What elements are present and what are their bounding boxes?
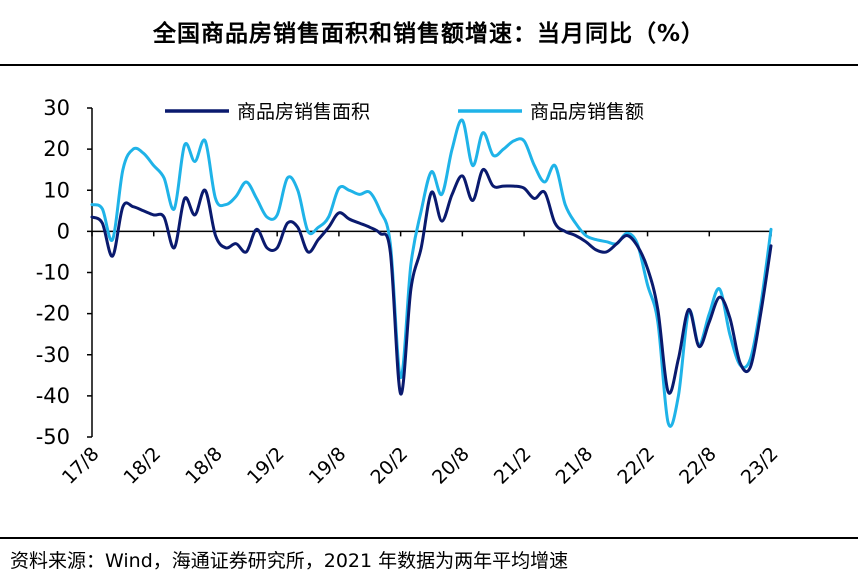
y-tick-label: -40: [36, 384, 70, 408]
x-tick-label: 20/2: [366, 443, 412, 489]
x-tick-label: 20/8: [428, 443, 474, 489]
source-note: 资料来源：Wind，海通证券研究所，2021 年数据为两年平均增速: [10, 550, 569, 572]
y-tick-label: 0: [57, 219, 70, 243]
x-tick-label: 22/8: [675, 443, 721, 489]
x-tick-label: 17/8: [58, 443, 104, 489]
legend-label-amount: 商品房销售额: [530, 101, 644, 123]
x-tick-label: 21/8: [552, 443, 598, 489]
chart-title: 全国商品房销售面积和销售额增速：当月同比（%）: [152, 21, 706, 47]
x-tick-label: 21/2: [490, 443, 536, 489]
y-tick-label: -10: [36, 261, 70, 285]
x-tick-label: 18/8: [181, 443, 227, 489]
top-rule: [0, 64, 858, 66]
y-axis: 30 20 10 0 -10 -20 -30 -40 -50: [36, 96, 93, 449]
series-line-sales-amount: [90, 118, 773, 428]
y-tick-label: 30: [43, 96, 70, 120]
y-tick-label: 20: [43, 137, 70, 161]
legend-label-area: 商品房销售面积: [237, 101, 370, 123]
x-tick-label: 18/2: [120, 443, 166, 489]
y-tick-label: -30: [36, 343, 70, 367]
x-tick-label: 19/2: [243, 443, 289, 489]
x-tick-label: 19/8: [305, 443, 351, 489]
x-tick-label: 22/2: [613, 443, 659, 489]
bottom-rule: [0, 537, 858, 539]
x-axis: 17/8 18/2 18/8 19/2 19/8 20/2 20/8 21/2 21/8 22/2…: [58, 230, 783, 489]
series-line-sales-area: [90, 168, 773, 396]
y-tick-label: -20: [36, 302, 70, 326]
y-tick-label: 10: [43, 178, 70, 202]
legend: 商品房销售面积 商品房销售额: [165, 101, 644, 123]
y-tick-label: -50: [36, 425, 70, 449]
series-lines: [90, 118, 773, 428]
x-tick-label: 23/2: [737, 443, 783, 489]
